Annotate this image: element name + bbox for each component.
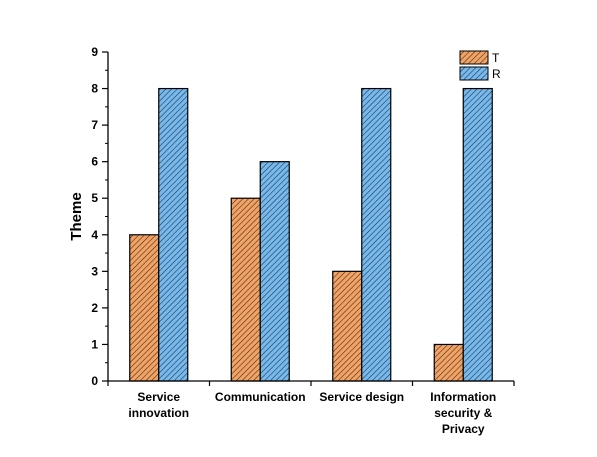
x-category-label: Service [137,390,180,404]
bar-r-3 [462,87,493,382]
bar-r-1 [259,161,290,382]
legend-label-r: R [492,67,501,81]
bar-r-0 [158,87,189,382]
labels: 0 1 2 3 4 5 6 7 8 9 Service innovation Communication… [68,45,496,436]
bars [129,87,493,382]
y-tick-label: 7 [91,118,98,132]
x-category-label: Privacy [442,422,485,436]
bar-r-2 [361,87,392,382]
y-tick-label: 8 [91,82,98,96]
y-tick-label: 0 [91,374,98,388]
y-tick-label: 4 [91,228,98,242]
legend-swatch-r [459,66,489,81]
x-category-label: security & [434,406,492,420]
y-tick-label: 6 [91,155,98,169]
legend: TR [459,50,501,81]
bar-t-2 [332,270,363,382]
y-tick-label: 9 [91,45,98,59]
y-axis-title: Theme [68,192,85,240]
bar-t-1 [230,197,261,382]
y-tick-label: 3 [91,264,98,278]
bar-t-0 [129,234,160,382]
legend-label-t: T [492,51,500,65]
bar-t-3 [433,343,464,382]
x-category-label: Communication [215,390,306,404]
x-category-label: Information [430,390,496,404]
y-tick-label: 2 [91,301,98,315]
x-category-label: Service design [319,390,404,404]
legend-swatch-t [459,50,489,65]
y-tick-label: 5 [91,191,98,205]
y-tick-label: 1 [91,337,98,351]
x-category-label: innovation [128,406,189,420]
axes [102,51,515,386]
